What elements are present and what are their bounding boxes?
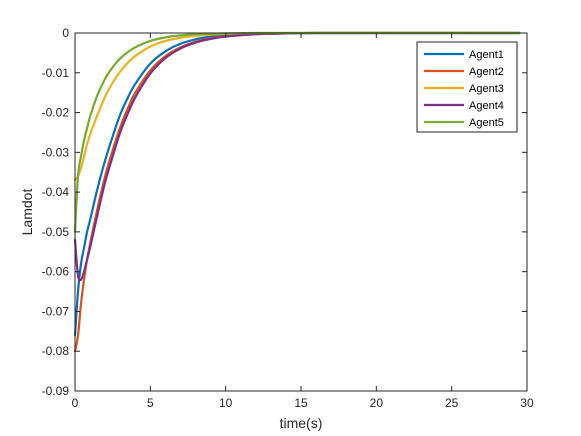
legend: Agent1 Agent2 Agent3 Agent4 Agent5	[416, 41, 518, 133]
legend-label-agent1: Agent1	[469, 49, 504, 61]
legend-label-agent4: Agent4	[469, 100, 504, 112]
y-tick-label: -0.03	[42, 145, 70, 159]
x-tick-label: 25	[445, 396, 459, 410]
x-tick-label: 30	[520, 396, 534, 410]
x-tick-label: 10	[219, 396, 233, 410]
y-tick-label: -0.01	[42, 66, 70, 80]
x-tick-label: 20	[370, 396, 384, 410]
y-tick-label: -0.05	[42, 225, 70, 239]
legend-label-agent2: Agent2	[469, 66, 504, 78]
y-tick-label: -0.06	[42, 265, 70, 279]
y-axis-label: Lamdot	[19, 189, 35, 236]
y-tick-label: -0.04	[42, 185, 70, 199]
y-tick-label: 0	[62, 26, 69, 40]
x-tick-label: 5	[147, 396, 154, 410]
ticks-layer: 0 5 10 15 20 25 30 0 -0.01 -0.02 -0.03 -0.04 -0.05 -0…	[42, 26, 534, 410]
y-tick-label: -0.08	[42, 344, 70, 358]
x-tick-label: 0	[72, 396, 79, 410]
x-tick-label: 15	[294, 396, 308, 410]
y-tick-label: -0.07	[42, 304, 70, 318]
y-tick-label: -0.09	[42, 384, 70, 398]
x-axis-label: time(s)	[280, 415, 323, 431]
legend-label-agent5: Agent5	[469, 117, 504, 129]
y-tick-label: -0.02	[42, 106, 70, 120]
legend-label-agent3: Agent3	[469, 83, 504, 95]
